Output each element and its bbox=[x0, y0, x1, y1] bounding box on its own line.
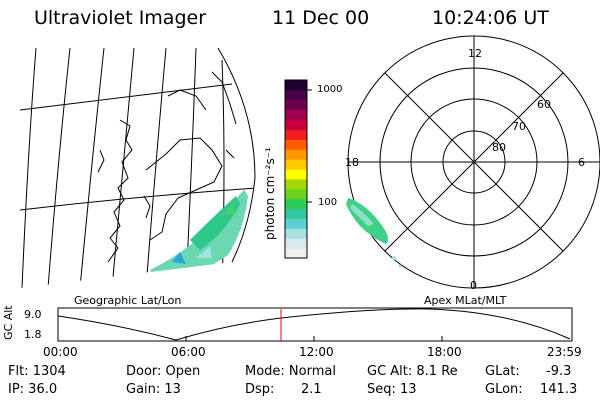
colorbar-segment bbox=[285, 149, 307, 160]
colorbar-segment bbox=[285, 129, 307, 140]
colorbar-tick-100: 100 bbox=[318, 197, 338, 208]
altitude-ylabel: GC Alt bbox=[2, 305, 15, 340]
colorbar-segment bbox=[285, 198, 307, 210]
info-dsp-value: 2.1 bbox=[301, 382, 322, 397]
colorbar-segment bbox=[285, 139, 307, 150]
colorbar-segment bbox=[285, 238, 307, 249]
colorbar-segment bbox=[285, 248, 307, 259]
info-glon-value: 141.3 bbox=[540, 382, 578, 397]
info-gain: Gain: 13 bbox=[126, 382, 181, 397]
altitude-xtick-1200: 12:00 bbox=[299, 345, 334, 359]
colorbar-segment bbox=[285, 178, 307, 190]
altitude-xtick-0000: 00:00 bbox=[43, 345, 78, 359]
info-flight: Flt: 1304 bbox=[8, 364, 66, 379]
colorbar-segment bbox=[285, 188, 307, 200]
info-glat-label: GLat: bbox=[485, 364, 520, 379]
right-panel-title: Apex MLat/MLT bbox=[424, 294, 507, 307]
info-dsp-label: Dsp: bbox=[245, 382, 275, 397]
colorbar-segment bbox=[285, 169, 307, 180]
instrument-title: Ultraviolet Imager bbox=[34, 7, 207, 29]
altitude-ytick-max: 9.0 bbox=[24, 308, 42, 321]
mlt-label-0: 0 bbox=[470, 279, 477, 292]
altitude-xtick-2359: 23:59 bbox=[547, 345, 582, 359]
info-glat-value: -9.3 bbox=[546, 364, 572, 379]
colorbar-tick-1000: 1000 bbox=[317, 84, 343, 95]
colorbar-segment bbox=[285, 80, 307, 91]
colorbar-segment bbox=[285, 228, 307, 239]
mlt-label-6: 6 bbox=[578, 156, 585, 169]
info-mode: Mode: Normal bbox=[245, 364, 336, 379]
time-label: 10:24:06 UT bbox=[432, 7, 549, 29]
info-door: Door: Open bbox=[126, 364, 201, 379]
info-seq: Seq: 13 bbox=[367, 382, 417, 397]
aurora-emission-right bbox=[346, 198, 402, 268]
mlat-label-80: 80 bbox=[492, 141, 506, 154]
left-panel-title: Geographic Lat/Lon bbox=[74, 294, 182, 307]
mlat-label-60: 60 bbox=[537, 98, 551, 111]
date-label: 11 Dec 00 bbox=[272, 7, 370, 29]
colorbar-segment bbox=[285, 99, 307, 111]
mlat-label-70: 70 bbox=[512, 120, 526, 133]
altitude-ytick-min: 1.8 bbox=[24, 328, 42, 341]
colorbar-segment bbox=[285, 109, 307, 121]
altitude-xtick-0600: 06:00 bbox=[171, 345, 206, 359]
colorbar-segment bbox=[285, 159, 307, 170]
aurora-emission-left bbox=[150, 190, 248, 285]
mlt-label-12: 12 bbox=[468, 47, 482, 60]
altitude-xtick-1800: 18:00 bbox=[427, 345, 462, 359]
mlt-label-18: 18 bbox=[345, 156, 359, 169]
info-gc-alt: GC Alt: 8.1 Re bbox=[367, 364, 458, 379]
colorbar-segment bbox=[285, 119, 307, 130]
info-glon-label: GLon: bbox=[485, 382, 523, 397]
colorbar-segment bbox=[285, 89, 307, 101]
colorbar-segment bbox=[285, 218, 307, 229]
info-ip: IP: 36.0 bbox=[8, 382, 58, 397]
colorbar-segment bbox=[285, 208, 307, 219]
